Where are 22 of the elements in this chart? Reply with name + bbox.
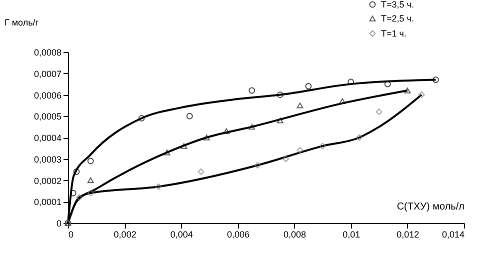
x-tick-label: 0,014 [442,230,464,240]
y-tick-label: 0,0004 [34,133,62,143]
x-tick-label: 0 [68,230,74,240]
y-tick-label: 0,0006 [34,90,62,100]
x-tick-label: 0,004 [170,230,193,240]
x-tick-label: 0,002 [114,230,136,240]
y-axis-title: Г моль/г [4,18,40,28]
y-tick-label: 0,0005 [34,112,62,122]
y-tick-label: 0,0002 [34,176,62,186]
legend-label: T=3,5 ч. [381,0,414,10]
y-tick-label: 0,0008 [34,48,62,58]
y-tick-label: 0,0001 [34,197,62,208]
x-tick-label: 0,006 [226,230,250,240]
legend-label: T=2,5 ч. [381,14,414,24]
y-tick-label: 0 [56,218,62,228]
y-tick-label: 0,0007 [34,68,62,79]
x-tick-label: 0,008 [284,230,306,240]
x-axis-title: C(ТХУ) моль/л [396,202,465,212]
x-tick-label: 0,01 [342,230,360,240]
y-tick-label: 0,0003 [34,154,62,164]
legend-label: T=1 ч. [381,28,406,38]
x-tick-label: 0,012 [396,230,420,240]
